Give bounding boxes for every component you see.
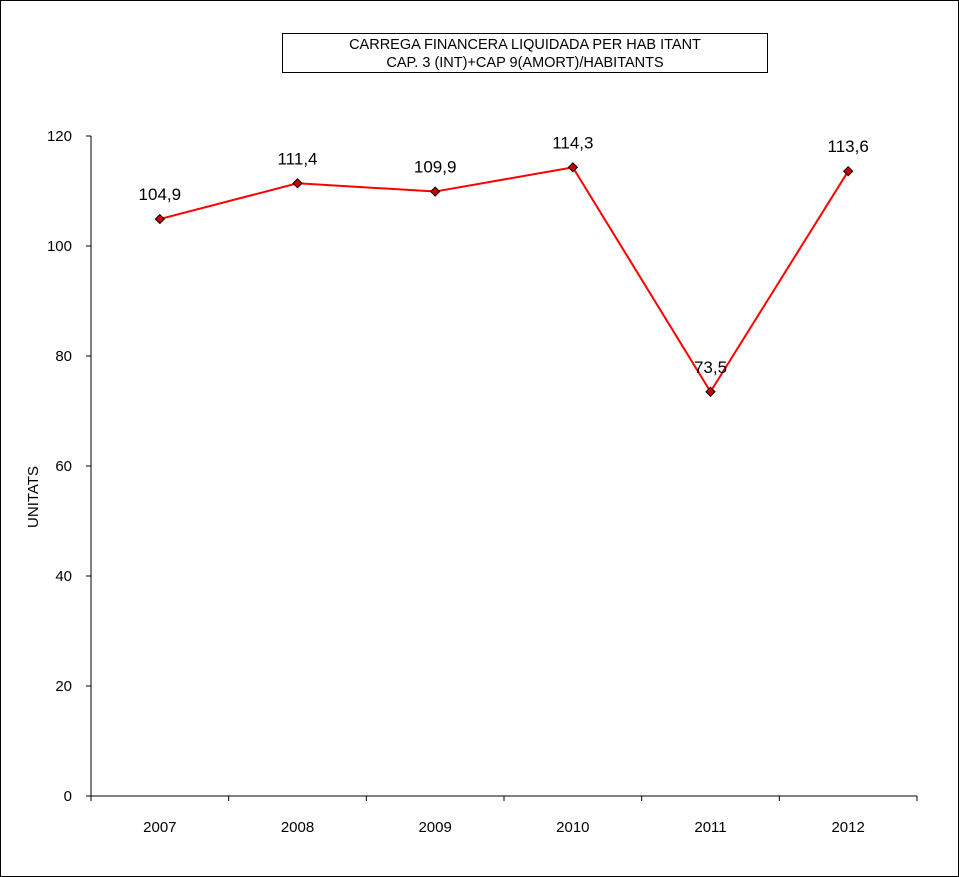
data-point-marker bbox=[292, 178, 303, 189]
data-label: 73,5 bbox=[694, 358, 727, 377]
chart-title: CARREGA FINANCERA LIQUIDADA PER HAB ITAN… bbox=[349, 37, 701, 53]
data-labels: 104,9 111,4 109,9 114,3 73,5 113,6 bbox=[139, 133, 869, 376]
x-ticks: 2007 2008 2009 2010 2011 2012 bbox=[90, 796, 918, 836]
chart-subtitle: CAP. 3 (INT)+CAP 9(AMORT)/HABITANTS bbox=[386, 55, 664, 71]
data-label: 109,9 bbox=[414, 158, 457, 177]
y-axis-title: UNITATS bbox=[25, 466, 42, 528]
chart-title-box: CARREGA FINANCERA LIQUIDADA PER HAB ITAN… bbox=[282, 33, 768, 73]
data-label: 114,3 bbox=[552, 133, 593, 152]
data-point-marker bbox=[154, 213, 166, 225]
x-tick-label: 2007 bbox=[143, 819, 176, 836]
data-label: 104,9 bbox=[139, 185, 182, 204]
y-tick-label: 20 bbox=[55, 678, 72, 695]
data-label: 113,6 bbox=[828, 137, 869, 156]
y-tick-label: 100 bbox=[47, 238, 72, 255]
y-ticks: 0 20 40 60 80 100 120 bbox=[47, 128, 91, 805]
series-group bbox=[154, 162, 854, 397]
x-tick-label: 2010 bbox=[556, 819, 589, 836]
y-tick-label: 120 bbox=[47, 128, 72, 145]
axes bbox=[90, 136, 917, 797]
data-point-marker bbox=[842, 165, 854, 177]
y-tick-label: 60 bbox=[55, 458, 72, 475]
data-point-marker bbox=[705, 386, 716, 397]
y-tick-label: 40 bbox=[55, 568, 72, 585]
x-tick-label: 2011 bbox=[694, 819, 726, 836]
x-tick-label: 2009 bbox=[418, 819, 451, 836]
x-tick-label: 2012 bbox=[831, 819, 864, 836]
x-tick-label: 2008 bbox=[281, 819, 314, 836]
series-line bbox=[159, 166, 850, 394]
y-tick-label: 80 bbox=[55, 348, 72, 365]
data-label: 111,4 bbox=[277, 149, 317, 168]
data-point-marker bbox=[429, 186, 441, 197]
y-tick-label: 0 bbox=[64, 788, 72, 805]
data-point-marker bbox=[567, 162, 579, 173]
